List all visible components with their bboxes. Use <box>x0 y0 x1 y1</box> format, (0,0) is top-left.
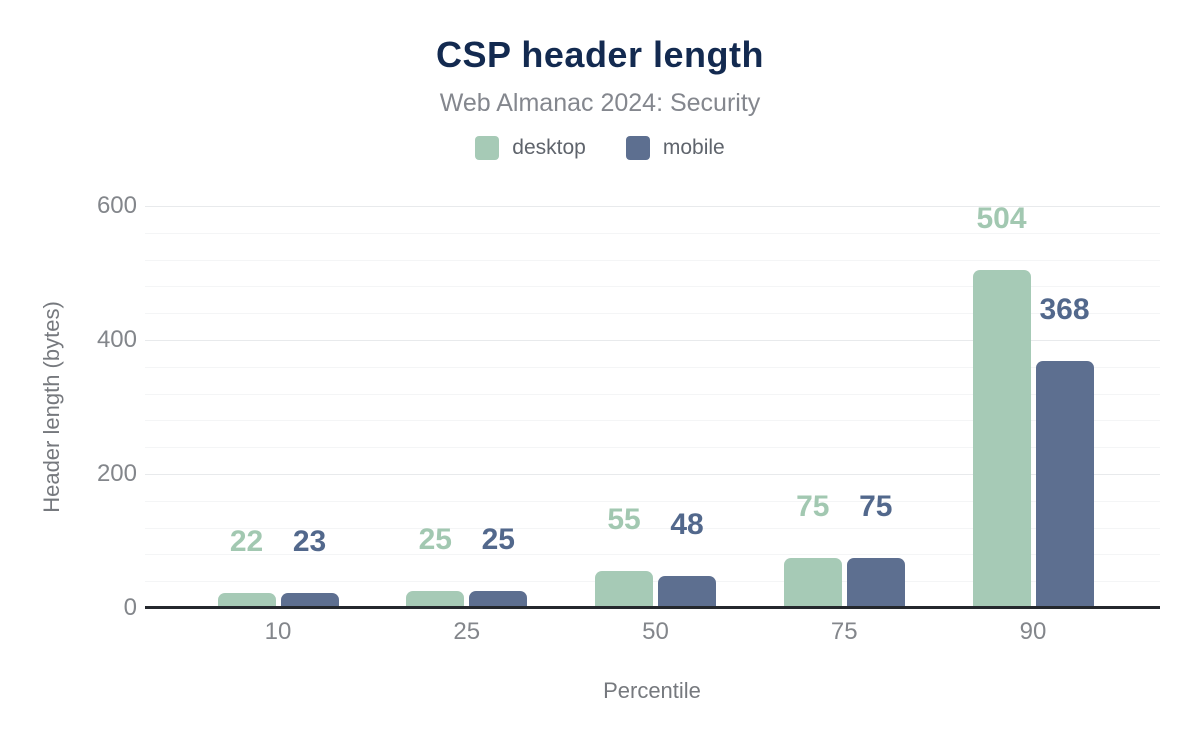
bar-mobile-p75[interactable] <box>846 558 905 608</box>
bar-label-desktop-p75: 75 <box>796 490 830 523</box>
x-tick-label-90: 90 <box>1019 618 1047 645</box>
legend-label-desktop: desktop <box>512 136 586 159</box>
gridline-minor-280 <box>145 420 1160 421</box>
bar-desktop-p10[interactable] <box>217 593 276 608</box>
chart-subtitle: Web Almanac 2024: Security <box>439 89 761 117</box>
bar-label-desktop-p10: 22 <box>229 525 264 558</box>
bar-label-mobile-p75: 75 <box>859 490 893 523</box>
bar-label-mobile-p25: 25 <box>481 523 515 556</box>
x-tick-label-50: 50 <box>642 618 669 645</box>
gridline-minor-360 <box>145 367 1160 368</box>
bar-label-mobile-p50: 48 <box>670 508 704 541</box>
gridline-major-600 <box>145 206 1160 207</box>
gridline-minor-440 <box>145 313 1160 314</box>
bar-label-mobile-p10: 23 <box>292 525 327 558</box>
gridline-minor-520 <box>145 260 1160 261</box>
gridline-minor-120 <box>145 528 1160 529</box>
bar-label-mobile-p90: 368 <box>1039 293 1090 326</box>
bar-mobile-p25[interactable] <box>469 591 528 608</box>
legend: desktop mobile <box>0 136 1200 160</box>
y-tick-label-200: 200 <box>96 460 137 487</box>
bar-desktop-p75[interactable] <box>783 558 842 608</box>
gridline-minor-480 <box>145 286 1160 287</box>
bar-mobile-p10[interactable] <box>280 593 339 608</box>
y-tick-label-0: 0 <box>123 594 137 621</box>
gridline-major-200 <box>145 474 1160 475</box>
y-tick-label-400: 400 <box>96 326 137 353</box>
bar-mobile-p90[interactable] <box>1035 361 1094 608</box>
bar-desktop-p90[interactable] <box>972 270 1031 608</box>
bar-desktop-p50[interactable] <box>595 571 653 608</box>
bar-mobile-p50[interactable] <box>658 576 716 608</box>
x-tick-label-25: 25 <box>453 618 481 645</box>
chart-header: CSP header length Web Almanac 2024: Secu… <box>0 34 1200 160</box>
bar-label-desktop-p50: 55 <box>607 503 641 536</box>
y-tick-label-600: 600 <box>96 192 137 219</box>
chart-title: CSP header length <box>436 34 764 75</box>
y-axis-title: Header length (bytes) <box>39 301 64 513</box>
legend-swatch-desktop <box>475 136 500 160</box>
gridline-minor-80 <box>145 554 1160 555</box>
bar-desktop-p25[interactable] <box>406 591 465 608</box>
bar-label-desktop-p25: 25 <box>418 523 452 556</box>
gridline-minor-320 <box>145 394 1160 395</box>
legend-item-mobile: mobile <box>625 136 725 160</box>
x-axis-line <box>145 606 1160 609</box>
gridline-minor-160 <box>145 501 1160 502</box>
gridline-minor-560 <box>145 233 1160 234</box>
legend-item-desktop: desktop <box>475 136 586 160</box>
x-axis-title: Percentile <box>603 678 701 703</box>
x-tick-label-75: 75 <box>830 618 858 645</box>
gridline-major-400 <box>145 340 1160 341</box>
x-tick-label-10: 10 <box>264 618 292 645</box>
legend-swatch-mobile <box>625 136 650 160</box>
gridline-minor-240 <box>145 447 1160 448</box>
bar-label-desktop-p90: 504 <box>976 202 1027 235</box>
legend-label-mobile: mobile <box>662 136 725 159</box>
